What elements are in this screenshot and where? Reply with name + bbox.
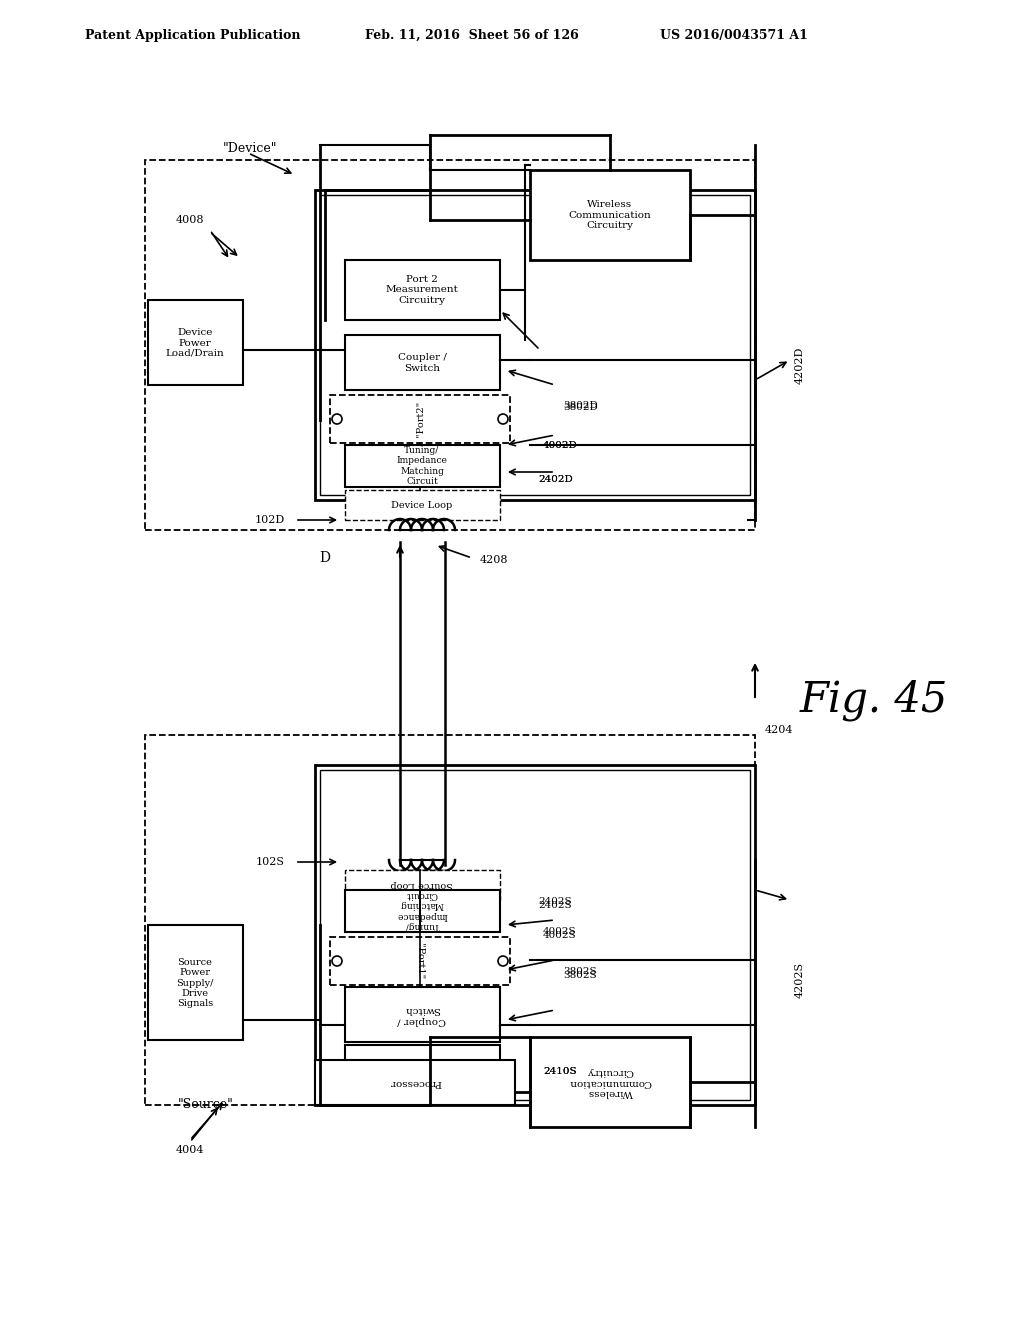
Bar xyxy=(145,160,755,531)
Text: 3802D: 3802D xyxy=(563,400,598,409)
Text: 4002S: 4002S xyxy=(543,931,577,940)
Text: "Port1": "Port1" xyxy=(416,942,425,979)
Bar xyxy=(345,987,500,1041)
Bar xyxy=(148,300,243,385)
Text: 4204: 4204 xyxy=(765,725,794,735)
Text: 2410S: 2410S xyxy=(543,1068,577,1077)
Bar xyxy=(330,395,510,444)
Text: Port 2
Measurement
Circuitry: Port 2 Measurement Circuitry xyxy=(386,275,459,305)
Text: "Device": "Device" xyxy=(223,141,278,154)
Bar xyxy=(315,1060,515,1105)
Text: Tuning/
Impedance
Matching
Circuit: Tuning/ Impedance Matching Circuit xyxy=(396,446,447,486)
Bar xyxy=(345,335,500,389)
Text: 2402D: 2402D xyxy=(538,475,572,484)
Bar xyxy=(148,925,243,1040)
Text: Coupler /
Switch: Coupler / Switch xyxy=(397,354,446,372)
Bar xyxy=(530,1038,690,1127)
Bar xyxy=(530,170,690,260)
Text: D: D xyxy=(319,550,331,565)
Text: Wireless
Communication
Circuitry: Wireless Communication Circuitry xyxy=(568,201,651,230)
Bar xyxy=(319,195,750,495)
Text: 102D: 102D xyxy=(255,515,285,525)
Text: 3802S: 3802S xyxy=(563,968,597,977)
Text: Fig. 45: Fig. 45 xyxy=(800,678,948,721)
Text: 2402S: 2402S xyxy=(538,900,571,909)
Text: 102S: 102S xyxy=(256,857,285,867)
Circle shape xyxy=(498,956,508,966)
Text: "Source": "Source" xyxy=(178,1097,233,1110)
Text: Source Loop: Source Loop xyxy=(391,880,454,890)
Text: Source
Power
Supply/
Drive
Signals: Source Power Supply/ Drive Signals xyxy=(176,958,214,1008)
Bar xyxy=(345,890,500,932)
Bar xyxy=(345,1045,500,1105)
Text: US 2016/0043571 A1: US 2016/0043571 A1 xyxy=(660,29,808,41)
Text: Coupler /
Switch: Coupler / Switch xyxy=(397,1006,446,1024)
Text: 3802S: 3802S xyxy=(563,970,597,979)
Text: 2402S: 2402S xyxy=(538,898,571,907)
Bar xyxy=(345,260,500,319)
Text: Port 1
Measurement
Circuitry: Port 1 Measurement Circuitry xyxy=(386,1060,459,1090)
Text: "Port2": "Port2" xyxy=(416,401,425,437)
Bar xyxy=(315,766,755,1105)
Text: Tuning/
Impedance
Matching
Circuit: Tuning/ Impedance Matching Circuit xyxy=(396,890,447,931)
Bar xyxy=(345,445,500,487)
Text: 3802D: 3802D xyxy=(563,404,598,412)
Bar xyxy=(319,770,750,1100)
Text: 4202S: 4202S xyxy=(795,962,805,998)
Bar xyxy=(330,937,510,985)
Circle shape xyxy=(498,414,508,424)
Text: 4202D: 4202D xyxy=(795,346,805,384)
Text: 4002S: 4002S xyxy=(543,928,577,936)
Text: 4002D: 4002D xyxy=(543,441,578,450)
Text: Device Loop: Device Loop xyxy=(391,500,453,510)
Bar xyxy=(345,870,500,900)
Text: 4004: 4004 xyxy=(176,1144,204,1155)
Text: Wireless
Communication
Circuitry: Wireless Communication Circuitry xyxy=(568,1067,651,1097)
Bar xyxy=(145,735,755,1105)
Text: 4002D: 4002D xyxy=(543,441,578,450)
Text: 4008: 4008 xyxy=(176,215,204,224)
Text: 2410S: 2410S xyxy=(543,1068,577,1077)
Bar xyxy=(315,190,755,500)
Circle shape xyxy=(332,414,342,424)
Text: Patent Application Publication: Patent Application Publication xyxy=(85,29,300,41)
Text: 2402D: 2402D xyxy=(538,475,572,484)
Circle shape xyxy=(332,956,342,966)
Text: Device
Power
Load/Drain: Device Power Load/Drain xyxy=(166,329,224,358)
Text: Processor: Processor xyxy=(389,1078,441,1088)
Bar xyxy=(345,490,500,520)
Text: 4208: 4208 xyxy=(480,554,509,565)
Text: Feb. 11, 2016  Sheet 56 of 126: Feb. 11, 2016 Sheet 56 of 126 xyxy=(365,29,579,41)
